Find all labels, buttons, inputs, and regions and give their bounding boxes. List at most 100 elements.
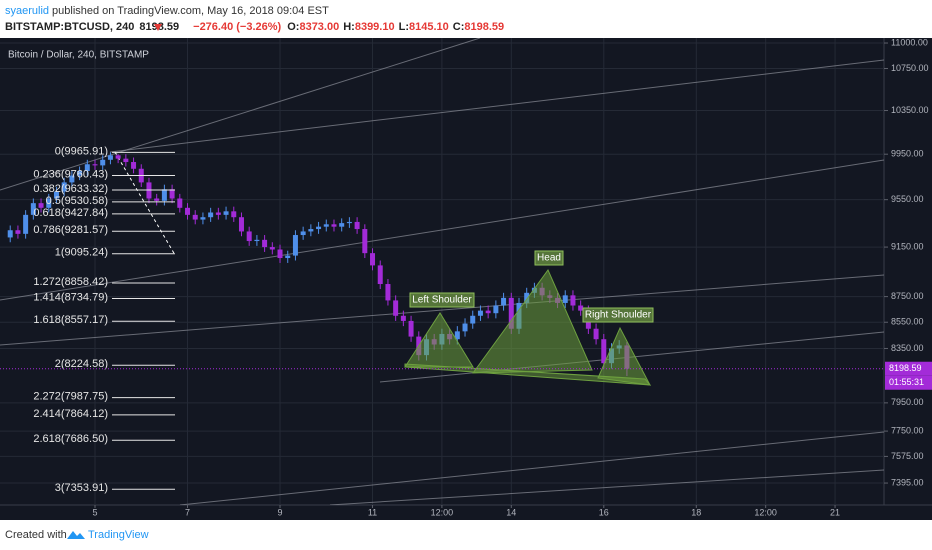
candle-body (246, 231, 252, 242)
candle-body (38, 203, 44, 208)
label-box (534, 250, 564, 266)
candle-body (370, 253, 376, 266)
right-shoulder-shape (597, 326, 651, 386)
candle-body (485, 310, 491, 314)
candle-body (30, 203, 36, 215)
symbol: BITSTAMP:BTCUSD, 240 (5, 21, 134, 33)
label-box (582, 307, 654, 323)
y-tick-label: 11000.00 (891, 37, 928, 47)
candle-body (215, 212, 221, 215)
ohlc-label: H: (343, 21, 355, 33)
candle-body (562, 295, 568, 303)
candle-body (92, 164, 98, 166)
y-tick-label: 8550.00 (891, 317, 924, 327)
candle-body (223, 211, 229, 215)
footer-brand[interactable]: TradingView (88, 529, 149, 541)
candle-body (131, 162, 137, 169)
header-line1: syaerulid published on TradingView.com, M… (5, 5, 329, 17)
candle-body (493, 305, 499, 314)
change: −276.40 (−3.26%) (193, 21, 281, 33)
candle-body (277, 249, 283, 259)
candle-body (400, 315, 406, 321)
channel-line (109, 59, 884, 153)
last-price-tag (885, 361, 932, 376)
candle-body (477, 310, 483, 316)
candle-body (208, 212, 214, 218)
channel-line (0, 274, 884, 346)
candle-body (462, 323, 468, 332)
ohlc-value: 8373.00 (299, 21, 339, 33)
countdown: 01:55:31 (889, 377, 924, 387)
candle-body (593, 328, 599, 340)
candle-body (238, 217, 244, 232)
down-arrow (154, 24, 162, 31)
fib-label: 0(9965.91) (55, 145, 108, 157)
grid (0, 38, 884, 505)
ohlc-value: 8145.10 (409, 21, 449, 33)
published: published on TradingView.com, May 16, 20… (52, 5, 329, 17)
candle-body (7, 230, 13, 238)
candle-body (77, 171, 83, 176)
x-tick-label: 16 (599, 507, 609, 517)
ohlc: O:8373.00 H:8399.10 L:8145.10 C:8198.59 (287, 21, 504, 33)
footer-bg (0, 520, 932, 550)
candle-body (177, 198, 183, 208)
candle-body (15, 230, 21, 234)
y-tick-label: 9150.00 (891, 241, 924, 251)
candle-body (578, 305, 584, 311)
candle-body (508, 297, 514, 329)
candle-body (408, 320, 414, 337)
chart-bg (0, 38, 932, 520)
candle-body (185, 207, 191, 215)
candle-body (107, 155, 113, 160)
candle-body (69, 175, 75, 183)
y-tick-label: 7575.00 (891, 451, 924, 461)
ohlc-value: 8399.10 (355, 21, 395, 33)
candle-body (46, 198, 52, 208)
x-tick-label: 21 (830, 507, 840, 517)
candle-body (470, 315, 476, 324)
candle-body (192, 214, 198, 220)
candle-body (393, 300, 399, 316)
candle-body (377, 265, 383, 285)
ohlc-label: O: (287, 21, 299, 33)
candle-body (339, 223, 345, 227)
y-tick-label: 7395.00 (891, 477, 924, 487)
candle-body (161, 189, 167, 201)
footer-created: Created with (5, 529, 67, 541)
header-bg (0, 0, 932, 38)
fib-label: 1.414(8734.79) (33, 291, 108, 303)
axes: 11000.0010750.0010350.009950.009550.0091… (0, 37, 932, 517)
candle-body (100, 159, 106, 166)
x-tick-label: 12:00 (431, 507, 454, 517)
candle-body (346, 221, 352, 224)
header-line2: BITSTAMP:BTCUSD, 240 8198.59 −276.40 (−3.2… (5, 21, 504, 33)
channel-line (179, 431, 884, 505)
candle-body (362, 229, 368, 254)
candle-body (285, 255, 291, 259)
channel-line (0, 159, 884, 301)
x-tick-label: 14 (506, 507, 516, 517)
ohlc-label: C: (453, 21, 465, 33)
y-tick-label: 9950.00 (891, 149, 924, 159)
fib-label: 0.786(9281.57) (33, 224, 108, 236)
x-tick-label: 11 (368, 507, 377, 517)
author[interactable]: syaerulid (5, 5, 49, 17)
head-and-shoulders: Left Shoulder Head Right Shoulder (404, 250, 654, 386)
fib-label: 1.618(8557.17) (33, 314, 108, 326)
candle-body (300, 231, 306, 236)
candle-body (23, 214, 29, 234)
candle-body (570, 295, 576, 306)
candle-body (61, 182, 67, 192)
candle-body (601, 339, 607, 364)
channel-line (0, 38, 481, 191)
candle-body (269, 247, 275, 250)
candle-body (115, 155, 121, 159)
candle-body (308, 229, 314, 232)
annotation: Left Shoulder (412, 295, 472, 306)
fib-label: 2.272(7987.75) (33, 391, 108, 403)
head-shape (471, 269, 593, 374)
candle-body (254, 239, 260, 242)
y-tick-label: 7750.00 (891, 425, 924, 435)
annotation: Right Shoulder (585, 310, 652, 321)
